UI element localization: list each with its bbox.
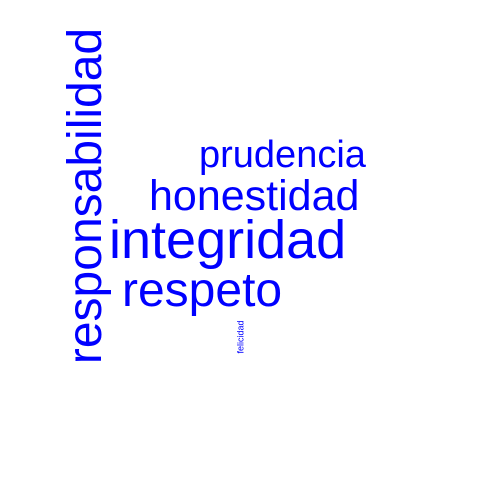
word-prudencia: prudencia	[199, 134, 366, 176]
word-integridad: integridad	[109, 210, 347, 270]
word-responsabilidad: responsabilidad	[59, 27, 112, 365]
word-honestidad: honestidad	[149, 172, 360, 220]
word-felicidad: felicidad	[235, 320, 246, 354]
word-respeto: respeto	[122, 264, 283, 317]
